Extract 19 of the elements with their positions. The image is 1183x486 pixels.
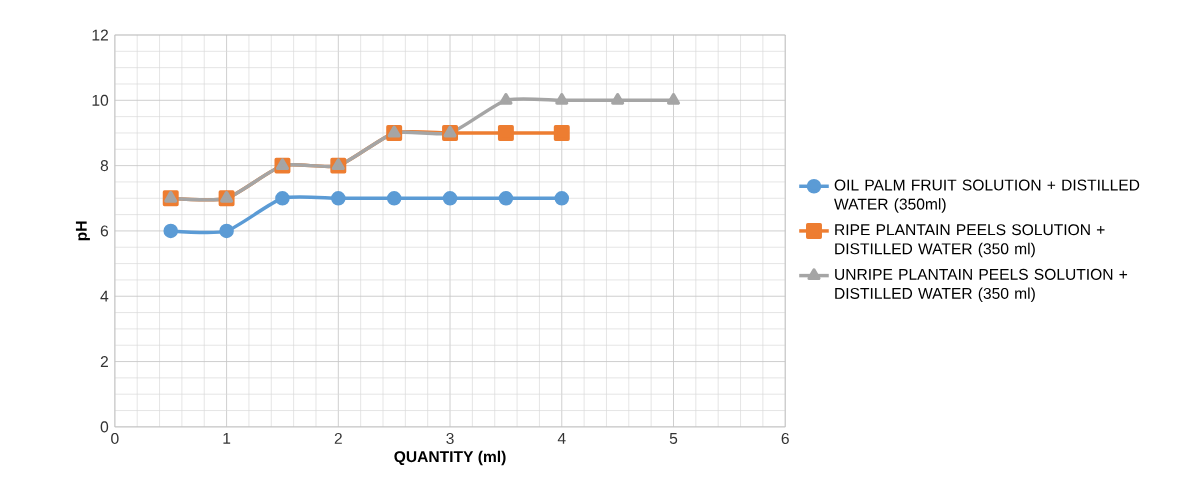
y-axis-title: pH: [75, 221, 90, 241]
y-tick-label: 12: [92, 29, 108, 41]
legend-label: RIPE PLANTAIN PEELS SOLUTION + DISTILLED WATER (350 ml): [835, 224, 1105, 258]
x-tick-label: 5: [669, 432, 678, 444]
x-tick-label: 4: [557, 432, 566, 444]
y-tick-label: 10: [92, 94, 109, 106]
legend-label: OIL PALM FRUIT SOLUTION + DISTILLED WATER (350ml): [834, 179, 1140, 213]
x-tick-label: 1: [223, 432, 231, 444]
x-tick-label: 0: [111, 432, 119, 445]
legend-label: UNRIPE PLANTAIN PEELS SOLUTION + DISTILLED WATER (350 ml): [835, 268, 1128, 303]
y-tick-label: 0: [100, 421, 109, 433]
y-tick-label: 8: [100, 160, 109, 172]
y-tick-label: 4: [100, 290, 109, 302]
x-tick-label: 6: [781, 432, 789, 445]
x-tick-label: 3: [446, 432, 454, 445]
y-tick-label: 6: [100, 225, 109, 237]
y-tick-label: 2: [100, 356, 108, 367]
x-tick-label: 2: [334, 432, 342, 444]
x-axis-title: QUANTITY (ml): [394, 450, 506, 466]
